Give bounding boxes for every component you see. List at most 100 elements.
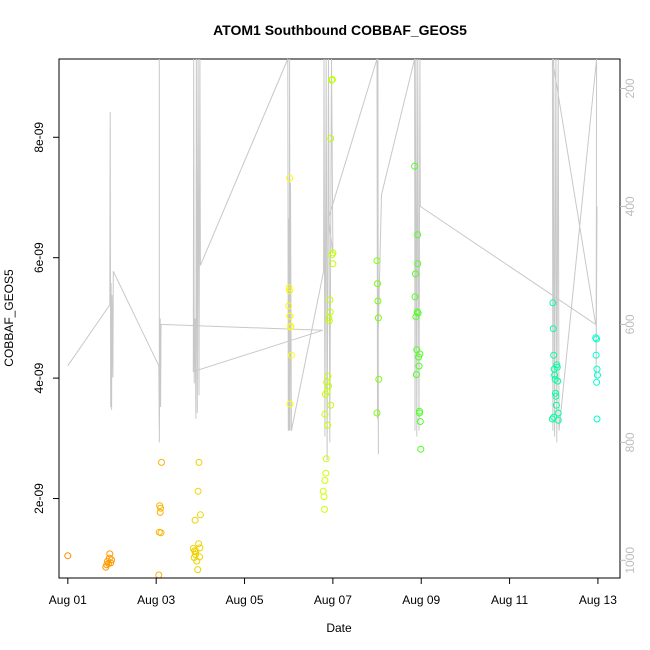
data-point [327, 401, 335, 409]
data-point [552, 392, 560, 400]
data-point [417, 445, 425, 453]
x-tick-label: Aug 07 [314, 593, 352, 607]
data-point [107, 559, 115, 567]
data-point [195, 458, 203, 466]
data-point [416, 350, 424, 358]
data-point [287, 322, 295, 330]
data-point [158, 458, 165, 466]
data-point [592, 334, 600, 342]
data-point [105, 554, 113, 562]
data-point [196, 511, 204, 519]
data-point [325, 317, 333, 325]
data-point [548, 415, 556, 423]
data-point [286, 287, 294, 295]
data-point [549, 299, 557, 307]
altitude-track [67, 58, 598, 461]
data-point [374, 280, 381, 288]
data-point [414, 309, 422, 317]
data-point [550, 351, 558, 359]
data-point [64, 552, 72, 560]
data-point [413, 308, 421, 316]
y-axis: 2e-09 4e-09 6e-09 8e-09 [32, 122, 59, 514]
data-point [412, 371, 420, 378]
data-point [416, 418, 424, 425]
data-point [326, 296, 334, 304]
chart-title: ATOM1 Southbound COBBAF_GEOS5 [213, 22, 467, 38]
data-point [106, 550, 114, 558]
data-point [286, 174, 294, 182]
data-point [285, 284, 293, 292]
x-tick-label: Aug 13 [579, 593, 617, 607]
data-point [191, 516, 199, 524]
data-point [593, 335, 601, 343]
data-point [194, 566, 202, 574]
data-point [322, 469, 330, 477]
data-point [414, 260, 422, 268]
secondary-y-tick-label: 200 [623, 78, 637, 98]
data-point [412, 270, 419, 278]
data-point [329, 260, 337, 268]
data-point [287, 351, 295, 359]
data-point [156, 508, 164, 516]
data-point [322, 455, 330, 463]
data-point [324, 372, 332, 380]
data-point [286, 312, 294, 320]
data-point [549, 325, 557, 333]
y-tick-label: 2e-09 [32, 483, 46, 514]
data-points [64, 76, 601, 579]
data-point [324, 421, 332, 429]
data-point [286, 400, 294, 408]
x-tick-label: Aug 11 [491, 593, 528, 607]
data-point [321, 505, 328, 513]
data-point [373, 257, 381, 265]
data-point [593, 378, 601, 386]
data-point [374, 297, 382, 305]
data-point [412, 313, 420, 321]
data-point [320, 493, 328, 501]
y-tick-label: 4e-09 [32, 362, 46, 393]
x-tick-label: Aug 01 [49, 593, 87, 607]
data-point [593, 365, 601, 373]
x-axis-label: Date [326, 621, 352, 635]
data-point [321, 477, 329, 484]
data-point [415, 362, 423, 370]
data-point [375, 375, 383, 383]
data-point [373, 409, 381, 417]
data-point [327, 135, 335, 142]
data-point [196, 544, 204, 552]
x-tick-label: Aug 09 [402, 593, 440, 607]
x-axis: Aug 01 Aug 03 Aug 05 Aug 07 Aug 09 Aug 11 Aug … [49, 577, 617, 607]
data-point [593, 415, 601, 423]
data-point [592, 351, 600, 359]
data-point [157, 529, 165, 537]
data-point [594, 371, 601, 379]
data-point [157, 504, 165, 512]
data-point [554, 409, 562, 417]
data-point [552, 389, 559, 397]
data-point [155, 571, 163, 579]
data-point [192, 548, 200, 555]
data-point [553, 363, 561, 371]
data-point [195, 540, 203, 548]
data-point [103, 561, 111, 569]
data-point [374, 314, 382, 322]
data-point [414, 231, 422, 239]
plot-frame [58, 58, 621, 579]
y-tick-label: 8e-09 [32, 122, 46, 153]
data-point [328, 76, 336, 83]
secondary-y-tick-label: 800 [623, 432, 637, 452]
secondary-y-axis: 200 400 600 800 1000 [620, 78, 637, 574]
data-point [551, 371, 559, 379]
data-point [411, 293, 419, 301]
data-point [416, 409, 423, 417]
data-point [329, 249, 337, 257]
data-point [411, 162, 419, 170]
data-point [550, 413, 558, 421]
data-point [108, 556, 116, 564]
altitude-track-line [67, 58, 598, 461]
data-point [194, 487, 202, 495]
data-point [196, 553, 203, 561]
y-axis-label: COBBAF_GEOS5 [2, 269, 16, 367]
data-point [326, 308, 334, 316]
